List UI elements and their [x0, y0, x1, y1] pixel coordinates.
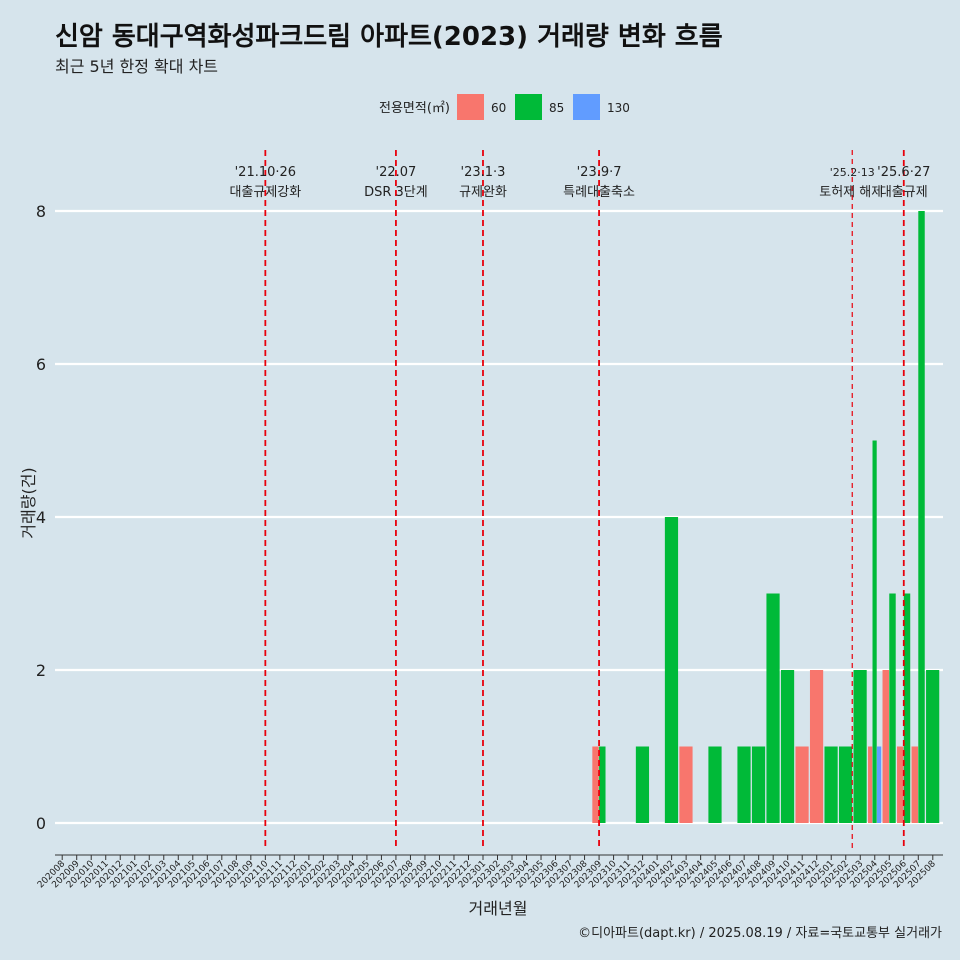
event-date-202506: '25.6·27	[877, 165, 930, 180]
event-date-202110: '21.10·26	[235, 165, 296, 180]
bar-85-202402	[664, 517, 679, 823]
bar-60-202412	[809, 670, 824, 823]
event-label-202502: 토허제 해제	[819, 185, 883, 200]
bar-60-202309	[592, 746, 599, 823]
legend-label-85: 85	[549, 101, 564, 115]
event-date-202301: '23.1·3	[461, 165, 506, 180]
bar-130-202504	[877, 746, 882, 823]
event-label-202207: DSR 3단계	[364, 185, 428, 200]
event-label-202506: 대출규제	[880, 185, 928, 200]
bar-85-202504	[872, 440, 877, 823]
legend: 전용면적(㎡) 60 85 130	[379, 94, 630, 120]
bar-85-202507	[918, 211, 925, 823]
bar-85-202408	[751, 746, 766, 823]
legend-title: 전용면적(㎡)	[379, 101, 450, 116]
bar-85-202409	[766, 593, 780, 823]
event-markers: '21.10·26 대출규제강화 '22.07 DSR 3단계 '23.1·3 규제완화 '…	[229, 150, 930, 850]
bar-85-202405	[708, 746, 722, 823]
bar-85-202502	[838, 746, 853, 823]
bars	[592, 211, 940, 823]
bar-60-202505	[882, 670, 889, 823]
bar-85-202501	[824, 746, 838, 823]
bar-85-202505	[889, 593, 896, 823]
event-label-202309: 특례대출축소	[563, 185, 635, 200]
bar-85-202312	[635, 746, 650, 823]
legend-key-85	[515, 94, 542, 120]
bar-60-202504	[868, 746, 873, 823]
legend-key-130	[573, 94, 600, 120]
event-label-202301: 규제완화	[459, 185, 507, 200]
axes: 2020082020092020102020112020122021012021…	[36, 854, 943, 890]
chart-subtitle: 최근 5년 한정 확대 차트	[55, 57, 219, 76]
y-tick-label: 8	[36, 202, 46, 221]
y-tick-label: 2	[36, 661, 46, 680]
bar-60-202506	[897, 746, 904, 823]
event-label-202110: 대출규제강화	[229, 185, 301, 200]
y-tick-label: 0	[36, 814, 46, 833]
bar-85-202410	[780, 670, 795, 823]
bar-60-202411	[795, 746, 809, 823]
y-tick-label: 4	[36, 508, 46, 527]
legend-label-60: 60	[491, 101, 506, 115]
bar-60-202507	[911, 746, 918, 823]
bar-85-202506	[903, 593, 911, 823]
bar-85-202508	[926, 670, 940, 823]
legend-key-60	[457, 94, 484, 120]
bar-85-202503	[853, 670, 867, 823]
legend-label-130: 130	[607, 101, 630, 115]
event-date-202502: '25.2·13	[830, 166, 875, 179]
bar-85-202309	[599, 746, 606, 823]
y-axis-label: 거래량(건)	[19, 467, 38, 538]
bar-85-202407	[737, 746, 751, 823]
bar-60-202403	[679, 746, 693, 823]
event-date-202207: '22.07	[376, 165, 417, 180]
source-caption: ©디아파트(dapt.kr) / 2025.08.19 / 자료=국토교통부 실…	[578, 926, 942, 941]
y-tick-label: 6	[36, 355, 46, 374]
gridlines: 0 2 4 6 8	[36, 202, 943, 833]
x-axis-label: 거래년월	[469, 899, 528, 918]
event-date-202309: '23.9·7	[577, 165, 622, 180]
chart-title: 신암 동대구역화성파크드림 아파트(2023) 거래량 변화 흐름	[55, 22, 723, 52]
